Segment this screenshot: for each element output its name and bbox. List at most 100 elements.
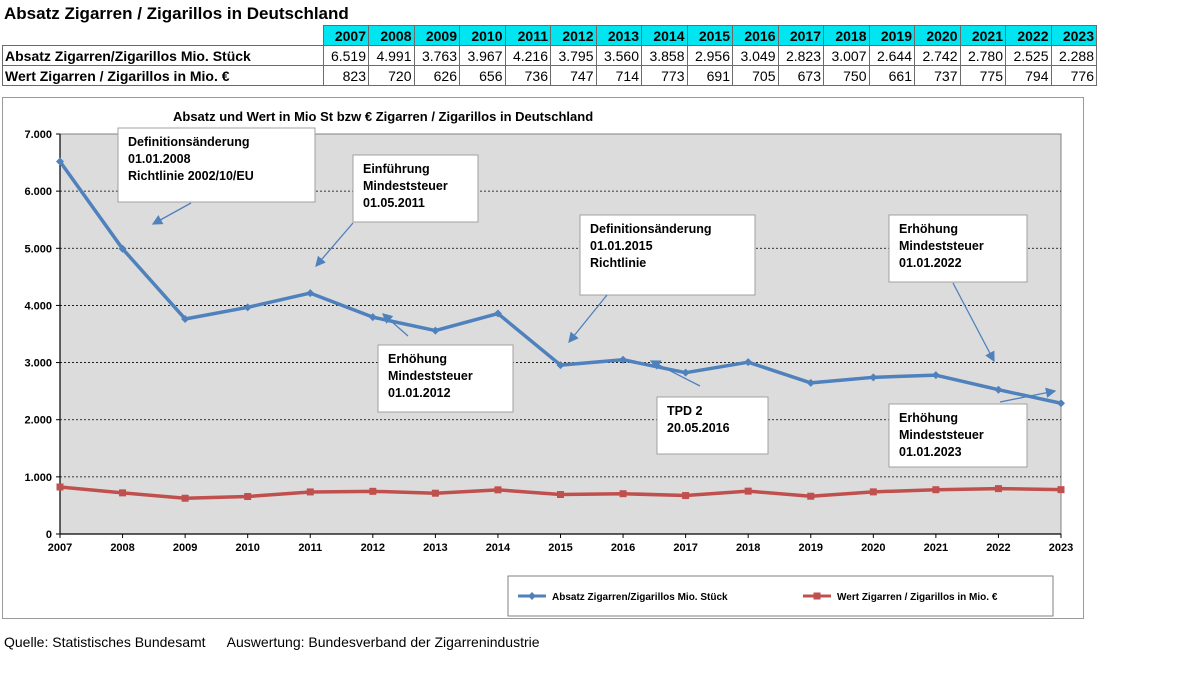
x-tick-label: 2009 — [173, 542, 197, 554]
x-tick-label: 2007 — [48, 542, 72, 554]
table-cell: 823 — [322, 65, 369, 86]
table-cell: 673 — [777, 65, 824, 86]
legend-label: Absatz Zigarren/Zigarillos Mio. Stück — [552, 592, 728, 603]
annotation-text: Richtlinie — [590, 256, 646, 270]
table-row: Absatz Zigarren/Zigarillos Mio. Stück 6.5… — [2, 45, 1097, 66]
x-tick-label: 2019 — [799, 542, 823, 554]
data-point — [619, 490, 627, 498]
annotation-text: Einführung — [363, 162, 430, 176]
data-point — [681, 368, 690, 377]
table-year-header: 2017 — [777, 25, 824, 46]
annotation-text: TPD 2 — [667, 404, 702, 418]
table-cell: 661 — [868, 65, 915, 86]
data-point — [806, 378, 815, 387]
annotation-text: 01.01.2008 — [128, 152, 191, 166]
page-title: Absatz Zigarren / Zigarillos in Deutschl… — [4, 4, 349, 23]
annotation-box — [377, 344, 514, 413]
data-point — [56, 483, 64, 491]
table-cell: 6.519 — [322, 45, 369, 66]
table-year-header: 2021 — [959, 25, 1006, 46]
data-point — [869, 488, 877, 496]
annotation-box — [888, 403, 1028, 468]
table-row: Wert Zigarren / Zigarillos in Mio. €823 7… — [2, 65, 1097, 86]
table-cell: 776 — [1050, 65, 1097, 86]
table-year-header: 2020 — [914, 25, 961, 46]
data-point — [368, 313, 377, 322]
y-tick-label: 4.000 — [24, 300, 52, 312]
table-row-label: Absatz Zigarren/Zigarillos Mio. Stück — [2, 45, 324, 66]
data-point — [994, 485, 1002, 493]
evaluation-text: Auswertung: Bundesverband der Zigarrenin… — [226, 634, 540, 650]
annotation-box — [888, 214, 1028, 283]
x-tick-label: 2018 — [736, 542, 760, 554]
annotation-arrow — [382, 313, 409, 337]
table-cell: 656 — [459, 65, 506, 86]
table-year-header: 2013 — [595, 25, 642, 46]
x-tick-label: 2014 — [486, 542, 511, 554]
data-point — [306, 488, 314, 496]
annotation-text: 01.01.2022 — [899, 256, 962, 270]
x-tick-label: 2021 — [924, 542, 948, 554]
table-cell: 3.007 — [823, 45, 870, 66]
data-point — [682, 492, 690, 500]
table-year-header: 2022 — [1005, 25, 1052, 46]
data-point — [994, 385, 1003, 394]
annotation-arrow — [151, 202, 192, 225]
line-chart: 0 1.000 2.000 3.000 4.000 5.000 6.000 7.000 2007… — [24, 109, 1073, 617]
table-cell: 3.858 — [641, 45, 688, 66]
table-cell: 775 — [959, 65, 1006, 86]
x-tick-label: 2016 — [611, 542, 635, 554]
data-point — [932, 486, 940, 494]
y-tick-label: 1.000 — [24, 472, 52, 484]
table-cell: 736 — [504, 65, 551, 86]
table-year-header: 2009 — [413, 25, 460, 46]
annotation-text: Mindeststeuer — [363, 179, 448, 193]
data-point — [1057, 399, 1065, 408]
table-row-label: Wert Zigarren / Zigarillos in Mio. € — [2, 65, 324, 86]
data-point — [243, 303, 252, 312]
x-tick-label: 2020 — [861, 542, 885, 554]
table-year-header: 2016 — [732, 25, 779, 46]
annotation-text: 01.01.2012 — [388, 386, 451, 400]
table-year-header: 2007 — [322, 25, 369, 46]
table-cell: 720 — [368, 65, 415, 86]
annotation-arrow — [315, 222, 354, 267]
data-point — [556, 361, 565, 370]
table-cell: 737 — [914, 65, 961, 86]
chart-title: Absatz und Wert in Mio St bzw € Zigarren… — [173, 109, 593, 124]
annotation-box — [352, 154, 479, 223]
table-cell: 3.049 — [732, 45, 779, 66]
x-tick-label: 2015 — [548, 542, 572, 554]
data-point — [306, 289, 315, 298]
table-corner-cell — [2, 25, 324, 46]
annotation-box — [117, 127, 316, 203]
table-cell: 747 — [550, 65, 597, 86]
x-tick-label: 2022 — [986, 542, 1010, 554]
legend-swatch-marker — [813, 592, 821, 600]
annotation-text: Mindeststeuer — [388, 369, 473, 383]
annotation-text: Definitionsänderung — [590, 222, 712, 236]
table-cell: 626 — [413, 65, 460, 86]
table-cell: 2.525 — [1005, 45, 1052, 66]
source-text: Quelle: Statistisches Bundesamt — [4, 634, 206, 650]
y-tick-label: 0 — [46, 529, 52, 541]
table-year-header: 2018 — [823, 25, 870, 46]
x-tick-label: 2008 — [110, 542, 134, 554]
legend-swatch-marker — [528, 592, 536, 600]
annotation-arrow — [649, 360, 701, 387]
x-tick-label: 2011 — [298, 542, 322, 554]
data-point — [431, 489, 439, 497]
table-year-header: 2015 — [686, 25, 733, 46]
legend-box — [507, 575, 1054, 617]
annotation-text: Erhöhung — [899, 222, 958, 236]
table-cell: 2.288 — [1050, 45, 1097, 66]
annotation-text: 01.01.2015 — [590, 239, 653, 253]
table-cell: 3.967 — [459, 45, 506, 66]
annotation-box — [656, 396, 769, 455]
x-tick-label: 2017 — [673, 542, 697, 554]
y-tick-label: 5.000 — [24, 243, 52, 255]
table-cell: 2.780 — [959, 45, 1006, 66]
chart-frame: 0 1.000 2.000 3.000 4.000 5.000 6.000 7.000 2007… — [2, 97, 1084, 619]
table-cell: 750 — [823, 65, 870, 86]
table-year-header: 2014 — [641, 25, 688, 46]
